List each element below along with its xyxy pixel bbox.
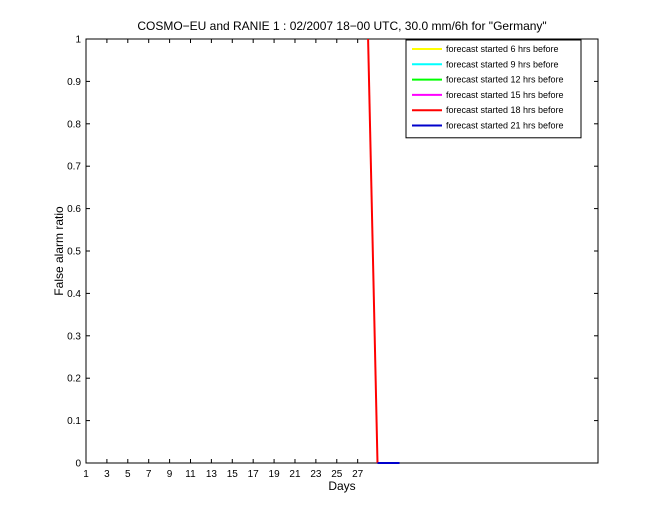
legend-label: forecast started 18 hrs before	[446, 105, 564, 115]
y-tick-label: 0.6	[67, 204, 81, 215]
y-tick-label: 0.5	[67, 247, 81, 258]
x-tick-label: 7	[146, 469, 152, 480]
y-tick-label: 0.9	[67, 77, 81, 88]
legend-label: forecast started 6 hrs before	[446, 44, 559, 54]
series-line-4	[367, 38, 379, 464]
x-tick-label: 5	[125, 469, 131, 480]
legend-label: forecast started 12 hrs before	[446, 75, 564, 85]
series-group	[367, 38, 400, 464]
x-tick-label: 9	[167, 469, 173, 480]
x-tick-label: 1	[83, 469, 89, 480]
x-axis-label: Days	[328, 479, 355, 493]
y-axis-label: False alarm ratio	[52, 206, 66, 296]
y-axis: 0 0.1 0.2 0.3 0.4 0.5 0.6 0.7 0.8 0.9 1	[67, 35, 598, 470]
legend: forecast started 6 hrs before forecast st…	[405, 39, 582, 139]
y-tick-label: 0.1	[67, 416, 81, 427]
x-tick-label: 13	[206, 469, 218, 480]
y-tick-label: 0.7	[67, 162, 81, 173]
x-tick-label: 25	[331, 469, 343, 480]
x-tick-label: 23	[310, 469, 322, 480]
y-tick-label: 0.8	[67, 119, 81, 130]
legend-label: forecast started 21 hrs before	[446, 121, 564, 131]
x-tick-label: 21	[289, 469, 301, 480]
y-tick-label: 0	[75, 459, 81, 470]
y-tick-label: 1	[75, 35, 81, 46]
x-tick-label: 17	[248, 469, 260, 480]
x-tick-label: 27	[352, 469, 364, 480]
x-tick-label: 19	[269, 469, 281, 480]
y-tick-label: 0.2	[67, 374, 81, 385]
chart-title: COSMO−EU and RANIE 1 : 02/2007 18−00 UTC…	[137, 19, 546, 33]
legend-box	[405, 39, 582, 139]
x-tick-label: 3	[104, 469, 110, 480]
x-axis: 1 3 5 7 9 11 13 15 17 19 21 23 25 27	[83, 39, 364, 480]
legend-label: forecast started 15 hrs before	[446, 90, 564, 100]
legend-label: forecast started 9 hrs before	[446, 59, 559, 69]
x-tick-label: 15	[227, 469, 239, 480]
y-tick-label: 0.3	[67, 331, 81, 342]
y-tick-label: 0.4	[67, 289, 81, 300]
x-tick-label: 11	[185, 469, 196, 480]
